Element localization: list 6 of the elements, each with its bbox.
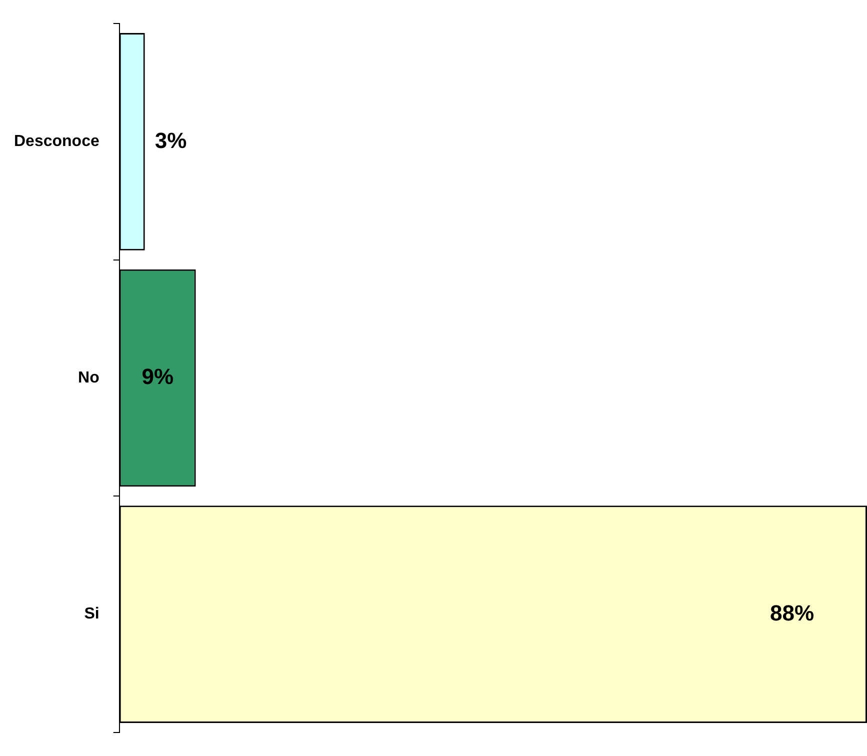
data-label: 88% <box>770 600 814 626</box>
y-tick-label: Si <box>84 606 100 623</box>
data-label: 9% <box>142 364 174 390</box>
data-label: 3% <box>154 128 187 153</box>
y-tick-label: No <box>78 369 100 386</box>
y-tick-label: Desconoce <box>14 133 100 150</box>
